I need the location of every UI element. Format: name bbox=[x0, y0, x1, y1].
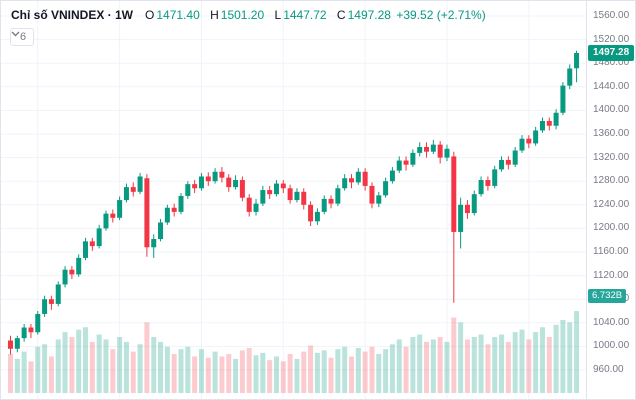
volume-label: 6.732B bbox=[588, 289, 627, 303]
price-tick-label: 1240.00 bbox=[593, 198, 630, 210]
price-tick-label: 1400.00 bbox=[593, 104, 630, 116]
price-tick-label: 1160.00 bbox=[593, 246, 629, 257]
price-tick-label: 1000.00 bbox=[593, 340, 630, 352]
price-tick-label: 1120.00 bbox=[593, 269, 629, 281]
price-tick-label: 1440.00 bbox=[593, 80, 630, 92]
close-value: 1497.28 bbox=[347, 8, 391, 22]
last-price-label: 1497.28 bbox=[588, 45, 634, 61]
symbol-title[interactable]: Chỉ số VNINDEX · 1W bbox=[11, 8, 134, 22]
close-label: C bbox=[336, 8, 346, 22]
open-value: 1471.40 bbox=[156, 8, 200, 22]
price-tick-label: 1520.00 bbox=[593, 33, 630, 45]
high-label: H bbox=[210, 8, 219, 22]
indicators-collapse-button[interactable]: 6 bbox=[10, 28, 35, 46]
ohlc-values: O 1471.40 H 1501.20 L 1447.72 C 1497.28 +39.… bbox=[145, 8, 486, 22]
price-tick-label: 1560.00 bbox=[593, 10, 630, 21]
price-tick-label: 1360.00 bbox=[593, 128, 630, 139]
price-tick-label: 1040.00 bbox=[593, 316, 630, 328]
price-tick-label: 1320.00 bbox=[593, 151, 630, 163]
open-label: O bbox=[145, 8, 155, 22]
low-value: 1447.72 bbox=[283, 8, 327, 22]
low-label: L bbox=[274, 8, 282, 22]
price-tick-label: 1280.00 bbox=[593, 175, 630, 187]
price-tick-label: 1200.00 bbox=[593, 222, 630, 234]
chart-canvas[interactable] bbox=[1, 1, 588, 400]
change-value: +39.52 (+2.71%) bbox=[396, 8, 486, 22]
high-value: 1501.20 bbox=[220, 8, 265, 22]
price-scale[interactable]: 960.001000.001040.001080.001120.001160.0… bbox=[586, 1, 635, 399]
price-tick-label: 960.00 bbox=[593, 364, 624, 375]
indicator-count: 6 bbox=[20, 31, 27, 43]
price-tick-label: 1480.00 bbox=[593, 57, 630, 69]
